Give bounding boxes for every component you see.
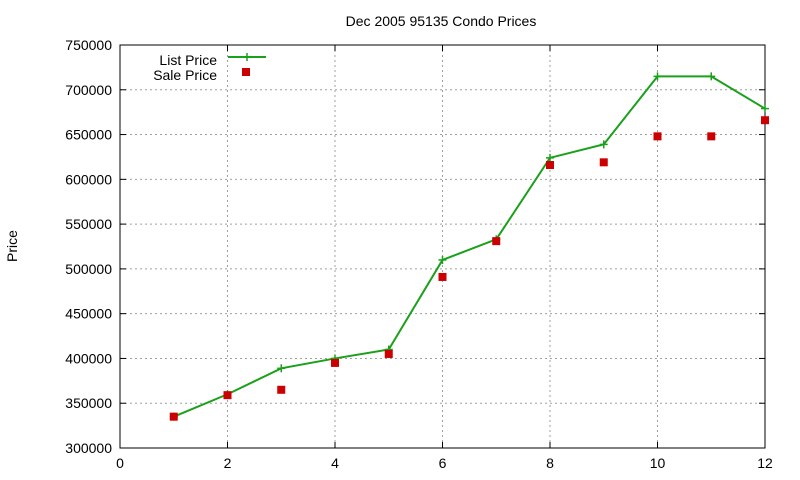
y-tick-label: 450000 [65, 306, 112, 322]
x-tick-label: 8 [546, 455, 554, 471]
x-tick-label: 2 [224, 455, 232, 471]
y-tick-label: 700000 [65, 82, 112, 98]
x-tick-label: 10 [650, 455, 666, 471]
sale-price-point [707, 132, 716, 141]
legend-label: List Price [159, 52, 217, 68]
plot-frame [119, 44, 766, 449]
sale-price-point [277, 385, 286, 394]
list-price-point [546, 153, 554, 162]
list-price-point [599, 140, 608, 149]
y-tick-label: 350000 [65, 395, 112, 411]
y-tick-label: 550000 [65, 216, 112, 232]
list-price-line [173, 75, 766, 418]
sale-price-point [761, 116, 769, 125]
sale-price-point [223, 391, 232, 400]
sale-price-point [169, 412, 178, 421]
sale-price-point [599, 158, 608, 167]
y-tick-label: 600000 [65, 171, 112, 187]
y-axis-label: Price [4, 230, 20, 262]
x-tick-label: 4 [331, 455, 339, 471]
list-price-point [707, 72, 716, 81]
sale-price-point [492, 237, 501, 246]
y-tick-label: 750000 [65, 37, 112, 53]
sale-price-point [653, 132, 662, 141]
sale-price-point [384, 349, 393, 358]
list-price-point [438, 255, 447, 264]
y-tick-label: 650000 [65, 127, 112, 143]
sale-price-point [331, 358, 339, 367]
x-tick-label: 0 [116, 455, 124, 471]
sale-price-point [546, 161, 554, 170]
y-tick-label: 300000 [65, 440, 112, 456]
y-tick-label: 400000 [65, 350, 112, 366]
ticks: 0 2 4 6 8 10 12 300000 350000 400000 450000 500000 5… [65, 37, 773, 471]
list-price-point [761, 104, 769, 113]
list-price-point [653, 72, 662, 81]
series-layer [169, 72, 769, 421]
y-tick-label: 500000 [65, 261, 112, 277]
series-list-price [169, 72, 769, 421]
legend-label: Sale Price [153, 67, 217, 83]
legend-swatch-plus [243, 53, 251, 61]
series-sale-price [169, 116, 769, 421]
legend-swatch-square [242, 68, 250, 76]
chart-title: Dec 2005 95135 Condo Prices [346, 13, 537, 29]
sale-price-point [438, 272, 447, 281]
x-tick-label: 6 [439, 455, 447, 471]
grid [120, 45, 765, 448]
x-tick-label: 12 [757, 455, 773, 471]
list-price-point [277, 364, 286, 373]
